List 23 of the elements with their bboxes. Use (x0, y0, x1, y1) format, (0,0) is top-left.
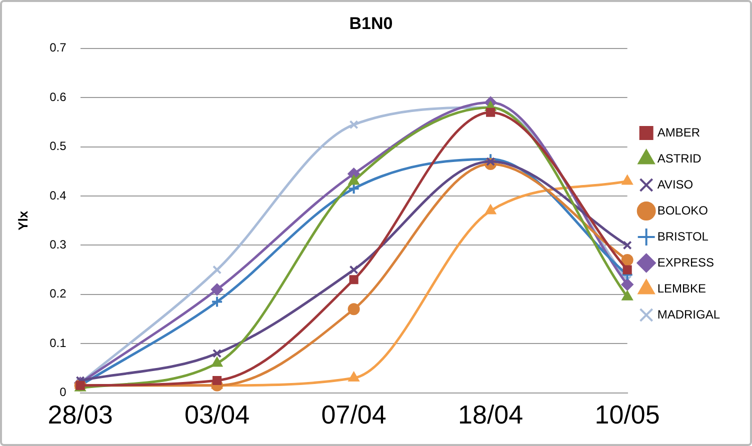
legend-label: AVISO (657, 177, 694, 192)
y-tick-label: 0.2 (50, 286, 67, 301)
y-tick-label: 0.7 (50, 40, 67, 55)
legend-label: BRISTOL (657, 229, 709, 244)
y-tick-label: 0.5 (50, 139, 67, 154)
y-tick-label: 0.4 (50, 188, 67, 202)
y-tick-label: 0 (60, 385, 67, 400)
y-tick-label: 0.6 (50, 90, 67, 104)
legend-label: MADRIGAL (657, 307, 720, 322)
legend-label: BOLOKO (657, 203, 708, 218)
y-axis-title: Ylx (15, 210, 30, 230)
x-tick-label: 07/04 (321, 400, 386, 430)
x-tick-label: 03/04 (184, 400, 250, 430)
legend-label: AMBER (657, 125, 700, 140)
y-tick-label: 0.1 (50, 336, 67, 350)
legend-label: LEMBKE (657, 281, 706, 296)
x-tick-label: 18/04 (458, 400, 524, 430)
legend-label: ASTRID (657, 151, 702, 166)
legend-label: EXPRESS (657, 255, 714, 270)
x-tick-label: 28/03 (48, 400, 113, 430)
chart-title: B1N0 (349, 14, 393, 33)
y-tick-label: 0.3 (50, 238, 67, 252)
x-tick-label: 10/05 (594, 400, 660, 430)
